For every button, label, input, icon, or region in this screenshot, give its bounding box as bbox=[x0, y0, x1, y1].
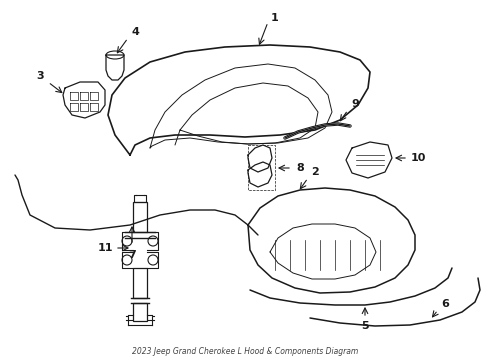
Text: 2: 2 bbox=[311, 167, 319, 177]
Text: 11: 11 bbox=[97, 243, 113, 253]
Text: 3: 3 bbox=[36, 71, 44, 81]
Text: 4: 4 bbox=[131, 27, 139, 37]
Text: 5: 5 bbox=[361, 321, 369, 331]
Text: 6: 6 bbox=[441, 299, 449, 309]
Text: 7: 7 bbox=[128, 250, 136, 260]
Text: 8: 8 bbox=[296, 163, 304, 173]
Text: 2023 Jeep Grand Cherokee L Hood & Components Diagram: 2023 Jeep Grand Cherokee L Hood & Compon… bbox=[132, 347, 358, 356]
Text: 9: 9 bbox=[351, 99, 359, 109]
Text: 1: 1 bbox=[271, 13, 279, 23]
Text: 10: 10 bbox=[410, 153, 426, 163]
